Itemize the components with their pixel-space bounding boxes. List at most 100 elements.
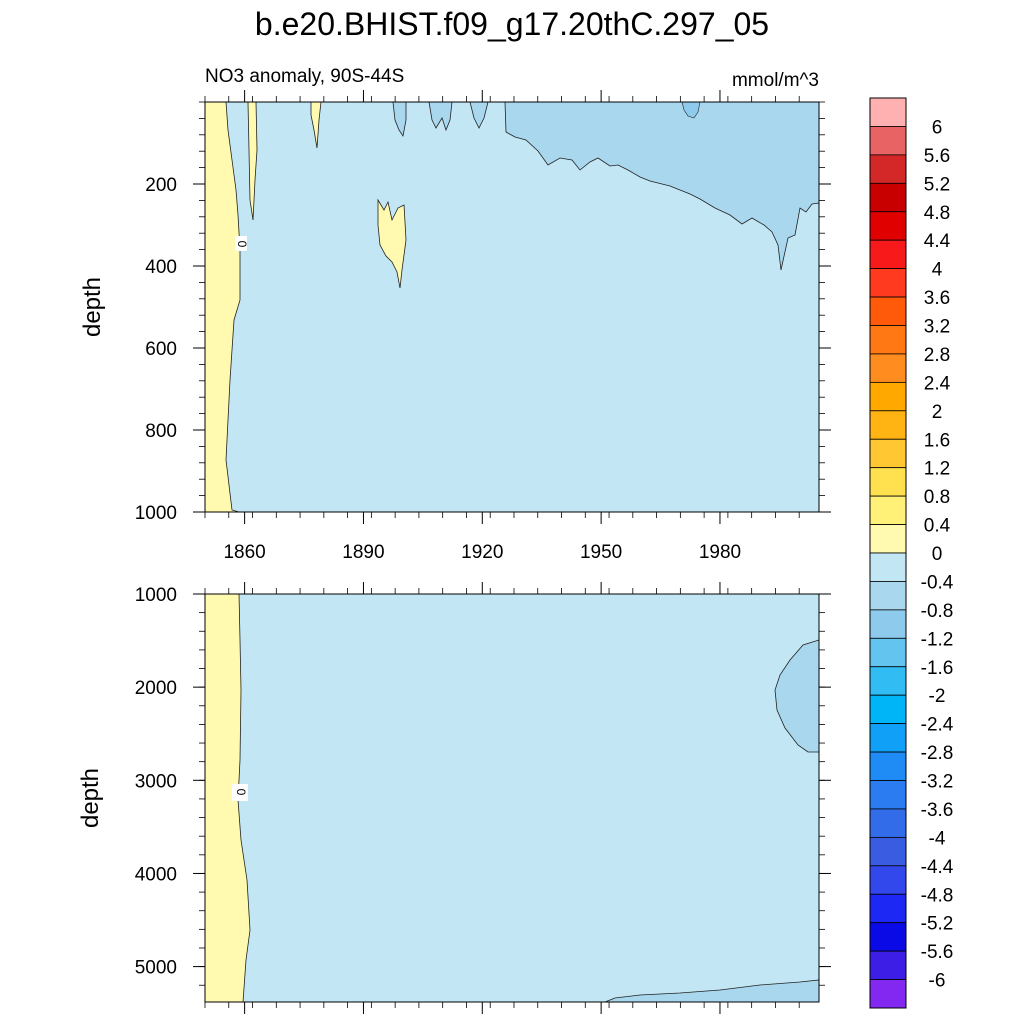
colorbar-label: -5.6 xyxy=(921,942,954,963)
bottom-ytick-label: 3000 xyxy=(135,771,177,792)
colorbar-label: 1.6 xyxy=(924,430,950,451)
colorbar-swatch xyxy=(869,239,907,270)
top-xtick-label: 1980 xyxy=(699,542,741,563)
figure-title: b.e20.BHIST.f09_g17.20thC.297_05 xyxy=(255,6,769,42)
colorbar-label: 6 xyxy=(932,117,943,138)
top-negative-lobe-1900 xyxy=(428,101,453,132)
colorbar-label: -1.2 xyxy=(921,629,954,650)
colorbar-swatch xyxy=(869,296,907,326)
bottom-ytick-label: 2000 xyxy=(135,678,177,699)
top-contour-label-zero: 0 xyxy=(235,241,249,248)
colorbar-swatch xyxy=(869,154,907,184)
colorbar-swatch xyxy=(869,97,907,127)
colorbar: 6 5.6 5.2 4.8 4.4 4 3.6 3.2 2.8 2.4 2 1.6 1.2 0.8 0.4 0… xyxy=(869,97,954,1009)
colorbar-label: 0.8 xyxy=(924,487,950,508)
colorbar-frame xyxy=(869,97,907,1009)
colorbar-swatch xyxy=(869,637,907,668)
top-xtick-label: 1890 xyxy=(342,542,384,563)
colorbar-label: 4.4 xyxy=(924,231,951,252)
colorbar-label: 2.4 xyxy=(924,373,951,394)
colorbar-label: 4.8 xyxy=(924,203,950,224)
colorbar-label: -1.6 xyxy=(921,658,954,679)
top-xtick-label: 1920 xyxy=(461,542,503,563)
colorbar-label: -4.4 xyxy=(921,857,954,878)
colorbar-swatch xyxy=(869,751,907,781)
colorbar-swatch xyxy=(869,893,907,924)
top-ytick-label: 600 xyxy=(145,339,177,360)
colorbar-swatch xyxy=(869,495,907,525)
colorbar-label: -4.8 xyxy=(921,885,954,906)
colorbar-swatch xyxy=(869,609,907,639)
top-positive-blob-1895 xyxy=(377,198,407,289)
colorbar-label: 5.2 xyxy=(924,174,950,195)
top-panel: NO3 anomaly, 90S-44S mmol/m^3 0 200 400 60… xyxy=(79,66,831,563)
colorbar-swatch xyxy=(869,666,907,696)
colorbar-label: -2.4 xyxy=(921,715,954,736)
colorbar-swatch xyxy=(869,808,907,838)
colorbar-swatch xyxy=(869,922,907,952)
colorbar-label: -4 xyxy=(929,828,946,849)
colorbar-swatch xyxy=(869,950,907,980)
colorbar-swatch xyxy=(869,552,907,582)
colorbar-swatch xyxy=(869,211,907,241)
colorbar-label: 0 xyxy=(932,544,943,565)
colorbar-swatch xyxy=(869,126,907,156)
top-negative-region-upper-right xyxy=(504,101,820,271)
top-ytick-label: 400 xyxy=(145,257,177,278)
colorbar-swatch xyxy=(869,865,907,895)
top-axes: 200 400 600 800 1000 1860 1890 1920 1950 1980 xyxy=(135,90,831,563)
bottom-ytick-label: 4000 xyxy=(135,864,177,885)
colorbar-label: 5.6 xyxy=(924,146,950,167)
colorbar-label: 3.6 xyxy=(924,288,950,309)
colorbar-swatch xyxy=(869,581,907,611)
colorbar-label: -3.6 xyxy=(921,800,954,821)
top-ytick-label: 800 xyxy=(145,421,177,442)
colorbar-swatch xyxy=(869,524,907,554)
bottom-negative-blob-right xyxy=(774,639,820,753)
colorbar-swatch xyxy=(869,268,907,298)
colorbar-label: 2.8 xyxy=(924,345,950,366)
colorbar-label: -0.4 xyxy=(921,572,954,593)
top-xtick-label: 1860 xyxy=(223,542,265,563)
colorbar-label: 4 xyxy=(932,260,943,281)
colorbar-swatch xyxy=(869,325,907,355)
colorbar-label: -6 xyxy=(929,971,946,992)
bottom-ylabel: depth xyxy=(77,768,104,828)
colorbar-swatch xyxy=(869,381,907,412)
colorbar-label: -2.8 xyxy=(921,743,954,764)
colorbar-swatch xyxy=(869,467,907,497)
bottom-ytick-label: 5000 xyxy=(135,958,177,979)
bottom-axes: 1000 2000 3000 4000 5000 xyxy=(135,582,831,1014)
colorbar-swatch xyxy=(869,410,907,440)
colorbar-swatch xyxy=(869,438,907,469)
top-xtick-label: 1950 xyxy=(580,542,622,563)
top-plot-frame xyxy=(204,101,820,513)
top-ytick-label: 200 xyxy=(145,175,177,196)
colorbar-swatch xyxy=(869,979,907,1009)
colorbar-swatch xyxy=(869,723,907,753)
colorbar-label: -5.2 xyxy=(921,914,954,935)
colorbar-label: 0.4 xyxy=(924,516,951,537)
colorbar-label: 1.2 xyxy=(924,459,950,480)
colorbar-swatch xyxy=(869,182,907,213)
top-ylabel: depth xyxy=(79,277,106,337)
colorbar-label: 2 xyxy=(932,402,943,423)
top-positive-lobe-1860 xyxy=(247,101,258,221)
top-ytick-label: 1000 xyxy=(135,503,177,524)
top-panel-left-label: NO3 anomaly, 90S-44S xyxy=(205,66,404,87)
colorbar-label: 3.2 xyxy=(924,317,950,338)
bottom-plot-background xyxy=(205,594,819,1002)
colorbar-swatch xyxy=(869,694,907,725)
top-positive-region-left xyxy=(204,101,241,513)
top-panel-units: mmol/m^3 xyxy=(732,70,819,91)
colorbar-label: -2 xyxy=(929,686,946,707)
bottom-plot-frame xyxy=(204,593,820,1003)
colorbar-swatch xyxy=(869,836,907,867)
colorbar-swatch xyxy=(869,780,907,810)
bottom-contour-label-zero: 0 xyxy=(234,789,248,796)
bottom-ytick-label: 1000 xyxy=(135,585,177,606)
colorbar-swatch xyxy=(869,353,907,383)
bottom-panel: 0 1000 2000 3000 4000 5000 depth xyxy=(77,582,831,1014)
colorbar-label: -3.2 xyxy=(921,772,954,793)
